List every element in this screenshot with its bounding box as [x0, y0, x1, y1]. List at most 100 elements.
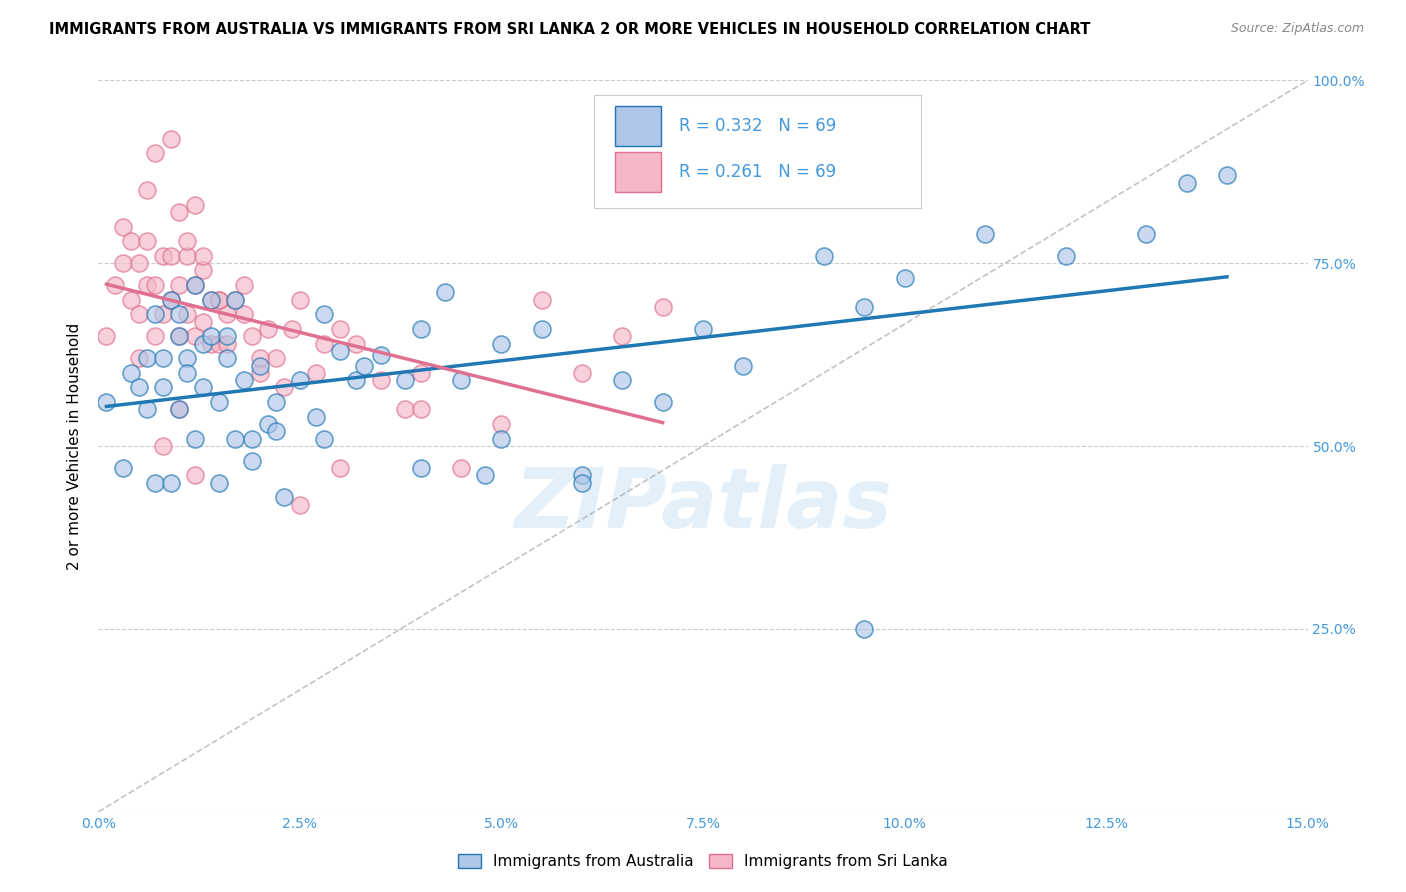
- Point: [143, 307, 166, 321]
- Point: [314, 336, 336, 351]
- Point: [111, 256, 134, 270]
- Point: [111, 219, 134, 234]
- Point: [167, 402, 190, 417]
- Point: [264, 351, 287, 366]
- Point: [733, 359, 755, 373]
- Point: [135, 351, 157, 366]
- Point: [120, 293, 142, 307]
- Point: [200, 293, 222, 307]
- Point: [249, 359, 271, 373]
- Point: [314, 432, 336, 446]
- Point: [571, 366, 593, 380]
- Point: [264, 395, 287, 409]
- Point: [651, 395, 673, 409]
- Point: [491, 417, 513, 431]
- Point: [184, 278, 207, 293]
- Point: [167, 402, 190, 417]
- Point: [288, 498, 311, 512]
- Point: [224, 293, 246, 307]
- Point: [184, 197, 207, 211]
- Point: [143, 146, 166, 161]
- Point: [103, 278, 125, 293]
- Point: [329, 461, 352, 475]
- Y-axis label: 2 or more Vehicles in Household: 2 or more Vehicles in Household: [67, 322, 83, 570]
- Point: [96, 395, 118, 409]
- Point: [329, 322, 352, 336]
- Point: [314, 307, 336, 321]
- Point: [96, 329, 118, 343]
- Point: [160, 293, 183, 307]
- Point: [692, 322, 714, 336]
- Point: [1135, 227, 1157, 241]
- Point: [530, 293, 553, 307]
- Point: [200, 329, 222, 343]
- Point: [200, 293, 222, 307]
- Point: [240, 432, 263, 446]
- Point: [160, 293, 183, 307]
- Point: [344, 336, 367, 351]
- Point: [409, 461, 432, 475]
- Point: [370, 373, 392, 387]
- Point: [1216, 169, 1239, 183]
- Point: [232, 278, 254, 293]
- FancyBboxPatch shape: [614, 152, 661, 192]
- Point: [143, 329, 166, 343]
- Point: [120, 234, 142, 248]
- Point: [152, 307, 174, 321]
- Point: [167, 205, 190, 219]
- Point: [135, 278, 157, 293]
- Point: [184, 432, 207, 446]
- Point: [434, 285, 457, 300]
- Point: [128, 307, 150, 321]
- Point: [217, 307, 239, 321]
- Point: [176, 307, 198, 321]
- Point: [193, 380, 215, 394]
- Point: [128, 351, 150, 366]
- Point: [853, 300, 876, 314]
- Point: [160, 475, 183, 490]
- Point: [394, 373, 416, 387]
- Point: [571, 475, 593, 490]
- Point: [232, 373, 254, 387]
- Point: [167, 329, 190, 343]
- Point: [152, 351, 174, 366]
- Point: [193, 315, 215, 329]
- Point: [135, 234, 157, 248]
- Point: [474, 468, 496, 483]
- Point: [135, 183, 157, 197]
- Point: [232, 307, 254, 321]
- Point: [217, 336, 239, 351]
- Point: [152, 439, 174, 453]
- Text: R = 0.332   N = 69: R = 0.332 N = 69: [679, 118, 837, 136]
- Point: [143, 278, 166, 293]
- Point: [167, 307, 190, 321]
- Point: [256, 417, 278, 431]
- Point: [853, 622, 876, 636]
- Point: [208, 293, 231, 307]
- Point: [167, 329, 190, 343]
- Point: [128, 256, 150, 270]
- Point: [1175, 176, 1198, 190]
- Point: [813, 249, 835, 263]
- Point: [208, 336, 231, 351]
- Point: [612, 373, 634, 387]
- Text: Source: ZipAtlas.com: Source: ZipAtlas.com: [1230, 22, 1364, 36]
- Point: [160, 249, 183, 263]
- Point: [450, 461, 472, 475]
- FancyBboxPatch shape: [595, 95, 921, 209]
- Point: [152, 249, 174, 263]
- Point: [193, 263, 215, 277]
- Point: [208, 293, 231, 307]
- Point: [111, 461, 134, 475]
- Point: [176, 249, 198, 263]
- Point: [305, 366, 328, 380]
- Point: [394, 402, 416, 417]
- Point: [273, 380, 295, 394]
- Point: [256, 322, 278, 336]
- Point: [353, 359, 375, 373]
- Point: [143, 475, 166, 490]
- Point: [193, 336, 215, 351]
- Point: [329, 343, 352, 358]
- Point: [249, 351, 271, 366]
- Point: [152, 380, 174, 394]
